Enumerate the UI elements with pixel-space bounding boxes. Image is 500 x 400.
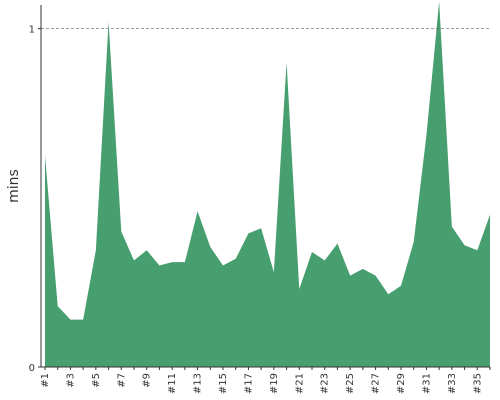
x-tick-label: #19	[269, 373, 280, 394]
x-tick-label: #15	[218, 373, 229, 394]
x-tick-label: #25	[345, 373, 356, 394]
area	[45, 1, 490, 368]
x-tick-label: #29	[396, 373, 407, 394]
x-tick-label: #13	[193, 373, 204, 394]
x-tick-label: #3	[65, 373, 76, 388]
x-tick-label: #23	[320, 373, 331, 394]
y-tick-label: 0	[29, 363, 35, 374]
x-tick-label: #27	[371, 373, 382, 394]
x-tick-label: #1	[40, 373, 51, 388]
x-tick-label: #5	[91, 373, 102, 388]
x-tick-label: #35	[472, 373, 483, 394]
x-tick-label: #21	[294, 373, 305, 394]
x-tick-label: #9	[142, 373, 153, 388]
x-tick-label: #11	[167, 373, 178, 394]
x-tick-label: #17	[243, 373, 254, 394]
y-axis-label: mins	[6, 169, 22, 203]
x-tick-label: #31	[421, 373, 432, 394]
y-tick-label: 1	[29, 25, 35, 36]
x-tick-label: #33	[447, 373, 458, 394]
x-tick-label: #7	[116, 373, 127, 388]
